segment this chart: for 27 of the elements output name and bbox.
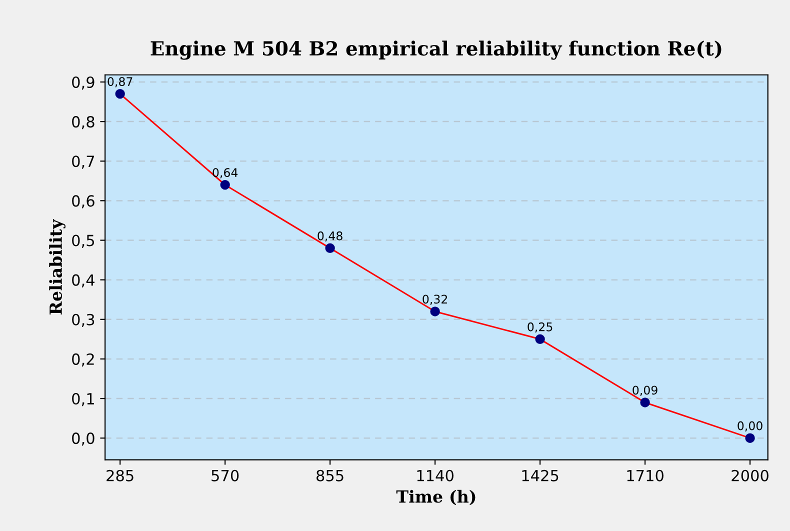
x-tick-label: 285 bbox=[106, 470, 134, 482]
y-tick-label: 0,4 bbox=[72, 274, 94, 288]
x-tick-label: 1710 bbox=[627, 470, 664, 482]
y-tick-label: 0,5 bbox=[72, 234, 94, 248]
y-tick-label: 0,8 bbox=[72, 116, 94, 130]
chart-title: Engine M 504 B2 empirical reliability function Re(t) bbox=[150, 40, 722, 60]
x-tick-label: 855 bbox=[316, 470, 344, 482]
data-label: 0,32 bbox=[422, 294, 448, 305]
x-tick-label: 1140 bbox=[417, 470, 454, 482]
y-tick-label: 0,3 bbox=[72, 314, 94, 327]
x-tick-label: 1425 bbox=[522, 470, 558, 482]
y-tick-label: 0,0 bbox=[72, 432, 94, 446]
y-tick-label: 0,6 bbox=[72, 195, 94, 208]
x-tick-label: 2000 bbox=[732, 470, 768, 482]
y-tick-label: 0,2 bbox=[72, 353, 94, 367]
data-label: 0,64 bbox=[212, 168, 238, 178]
x-axis-title: Time (h) bbox=[396, 490, 476, 506]
data-label: 0,25 bbox=[528, 322, 552, 333]
y-tick-label: 0,1 bbox=[72, 392, 94, 406]
data-label: 0,87 bbox=[108, 77, 132, 88]
data-label: 0,00 bbox=[738, 421, 762, 432]
x-tick-label: 570 bbox=[212, 470, 239, 482]
y-tick-label: 0,9 bbox=[72, 76, 94, 90]
y-tick-label: 0,7 bbox=[72, 156, 94, 169]
data-label: 0,48 bbox=[318, 231, 342, 242]
y-axis-title: Reliability bbox=[49, 218, 66, 315]
data-label: 0,09 bbox=[632, 386, 658, 396]
